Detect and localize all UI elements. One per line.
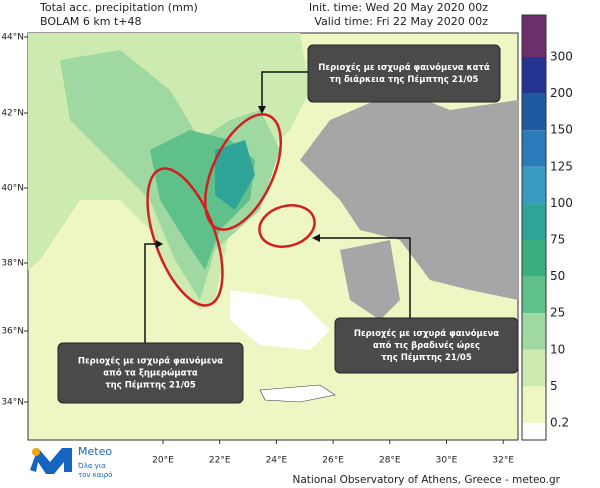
logo-tagline: τον καιρό — [78, 471, 112, 479]
annotation-box — [334, 317, 519, 374]
colorbar-segment — [522, 313, 546, 350]
annotation-text: τη διάρκεια της Πέμπτης 21/05 — [330, 74, 479, 85]
colorbar-label: 150 — [550, 123, 573, 137]
annotation-text: Περιοχές με ισχυρά φαινόμενα — [354, 328, 499, 339]
title: Total acc. precipitation (mm) — [39, 1, 198, 14]
colorbar-label: 0.2 — [550, 416, 569, 430]
land-dry — [300, 90, 518, 300]
logo: Meteo Όλα για τον καιρό — [30, 445, 112, 479]
arrowhead — [312, 234, 320, 242]
colorbar-label: 25 — [550, 306, 565, 320]
annotation-text: από τα ξημερώματα — [103, 368, 198, 379]
init-time: Init. time: Wed 20 May 2020 00z — [309, 1, 488, 14]
colorbar-segment — [522, 276, 546, 314]
lon-label: 28°E — [379, 456, 401, 466]
valid-time: Valid time: Fri 22 May 2020 00z — [314, 15, 488, 28]
colorbar-segment — [522, 240, 546, 277]
logo-tagline: Όλα για — [77, 462, 106, 470]
lat-label: 42°N — [1, 109, 24, 119]
logo-mark — [30, 448, 72, 474]
subtitle: BOLAM 6 km t+48 — [40, 15, 142, 28]
crete — [259, 384, 336, 403]
lat-label: 34°N — [1, 398, 24, 408]
logo-sun — [32, 448, 40, 456]
lon-label: 20°E — [152, 456, 174, 466]
annotation-text: Περιοχές με ισχυρά φαινόμενα — [78, 356, 223, 367]
colorbar-label: 50 — [550, 269, 565, 283]
arrow — [318, 237, 411, 318]
land-dry — [340, 240, 400, 320]
annotation-text: από τις βραδινές ώρες — [373, 340, 480, 351]
arrow — [144, 243, 158, 343]
axis-labels: 44°N 42°N 40°N 38°N 36°N 34°N 20°E 22°E 24°E 26°E… — [1, 33, 514, 466]
arrowhead — [258, 106, 266, 114]
annotation-text: της Πέμπτης 21/05 — [381, 352, 472, 363]
colorbar-segment — [522, 349, 546, 387]
lon-label: 32°E — [492, 456, 514, 466]
lon-label: 26°E — [322, 456, 344, 466]
annotation-text: Περιοχές με ισχυρά φαινόμενα κατά — [318, 62, 490, 73]
colorbar-label: 125 — [550, 159, 573, 173]
colorbar-label: 75 — [550, 233, 565, 247]
colorbar-segment — [522, 93, 546, 131]
header: Total acc. precipitation (mm) BOLAM 6 km… — [39, 1, 488, 28]
precip-zone — [215, 140, 255, 210]
annotation-text: της Πέμπτης 21/05 — [105, 380, 196, 391]
lat-label: 38°N — [1, 259, 24, 269]
lat-label: 36°N — [1, 327, 24, 337]
highlight-ellipse — [203, 113, 283, 231]
footer: National Observatory of Athens, Greece -… — [293, 474, 561, 486]
colorbar-segment — [522, 57, 546, 94]
lat-label: 40°N — [1, 184, 24, 194]
colorbar-frame — [521, 14, 547, 441]
lon-label: 22°E — [209, 456, 231, 466]
logo-name: Meteo — [78, 445, 112, 458]
colorbar-label: 100 — [550, 196, 573, 210]
colorbar-segment — [522, 166, 546, 204]
colorbar: 300 200 150 125 100 75 50 25 10 5 0.2 — [521, 14, 573, 441]
colorbar-segment — [522, 423, 546, 440]
colorbar-label: 10 — [550, 342, 565, 356]
colorbar-label: 300 — [550, 50, 573, 64]
colorbar-segment — [522, 203, 546, 240]
arrows — [144, 71, 411, 343]
land-dry — [230, 290, 330, 350]
lon-label: 24°E — [266, 456, 288, 466]
colorbar-label: 200 — [550, 86, 573, 100]
colorbar-segment — [522, 130, 546, 167]
annotation-box — [57, 342, 244, 404]
arrowheads — [156, 106, 320, 248]
colorbar-label: 5 — [550, 379, 558, 393]
highlight-ellipse — [258, 204, 316, 248]
colorbar-segment — [522, 386, 546, 423]
lat-label: 44°N — [1, 33, 24, 43]
arrowhead — [156, 240, 163, 248]
lon-label: 30°E — [436, 456, 458, 466]
annotation-box — [307, 44, 501, 103]
arrow — [261, 71, 308, 108]
colorbar-segment — [522, 15, 546, 57]
